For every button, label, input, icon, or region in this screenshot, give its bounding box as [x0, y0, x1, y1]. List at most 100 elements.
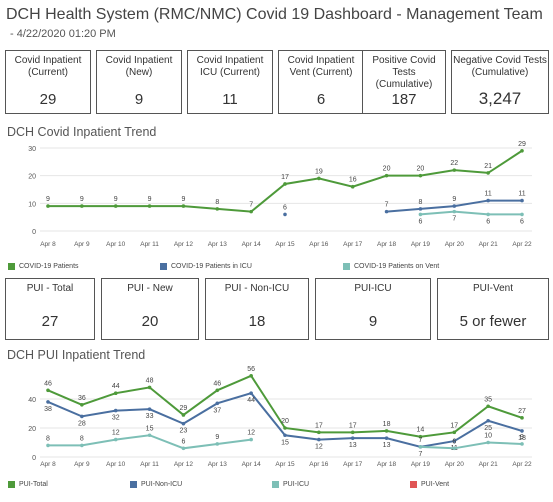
data-point [80, 443, 84, 448]
data-point [113, 204, 118, 208]
kpi-card-positive-tests[interactable]: Positive Covid Tests (Cumulative) 187 [362, 50, 446, 114]
legend-label: PUI-Vent [421, 481, 450, 488]
x-tick-label: Apr 10 [106, 461, 126, 468]
data-label: 27 [518, 408, 526, 415]
x-tick-label: Apr 14 [242, 241, 262, 248]
data-label: 44 [112, 383, 120, 390]
data-label: 6 [520, 218, 524, 225]
data-point [147, 204, 152, 208]
legend-label: PUI-Total [19, 481, 48, 488]
kpi-card-inpatient-icu[interactable]: Covid Inpatient ICU (Current) 11 [187, 50, 273, 114]
data-label: 11 [485, 191, 492, 198]
data-label: 12 [112, 430, 120, 437]
y-tick-label: 10 [28, 201, 36, 208]
data-point [486, 212, 490, 217]
kpi-label: Covid Inpatient (New) [105, 55, 173, 78]
data-point [147, 407, 152, 411]
data-point [452, 439, 457, 443]
kpi-label: Covid Inpatient ICU (Current) [196, 55, 264, 78]
data-point [486, 440, 490, 445]
legend-swatch [8, 481, 15, 488]
data-point [181, 413, 186, 417]
x-tick-label: Apr 17 [343, 241, 363, 248]
data-point [452, 446, 457, 451]
data-point [80, 204, 84, 208]
kpi-label: PUI - Non-ICU [224, 283, 290, 294]
data-point [418, 434, 423, 439]
data-point [113, 391, 118, 395]
covid-trend-title: DCH Covid Inpatient Trend [7, 125, 157, 139]
data-label: 14 [417, 427, 425, 434]
data-point [113, 437, 118, 442]
x-tick-label: Apr 18 [377, 461, 397, 468]
kpi-value: 9 [134, 91, 144, 108]
data-point [384, 173, 389, 178]
data-label: 20 [417, 166, 425, 173]
data-label: 7 [452, 216, 456, 223]
data-label: 8 [215, 199, 219, 206]
kpi-card-pui-non-icu[interactable]: PUI - Non-ICU 18 [205, 278, 309, 340]
kpi-card-inpatient-new[interactable]: Covid Inpatient (New) 9 [96, 50, 182, 114]
y-tick-label: 0 [32, 229, 36, 236]
data-label: 6 [418, 218, 422, 225]
data-point [249, 209, 253, 214]
data-label: 15 [146, 425, 154, 432]
kpi-label: Covid Inpatient Vent (Current) [287, 55, 355, 78]
x-tick-label: Apr 22 [512, 241, 532, 248]
kpi-card-pui-icu[interactable]: PUI-ICU 9 [315, 278, 431, 340]
kpi-value: 20 [141, 313, 159, 330]
legend-pui-icu: PUI-ICU [272, 481, 309, 488]
kpi-card-negative-tests[interactable]: Negative Covid Tests (Cumulative) 3,247 [451, 50, 549, 114]
dashboard-title: DCH Health System (RMC/NMC) Covid 19 Das… [6, 6, 543, 23]
kpi-label: PUI - Total [26, 283, 74, 294]
data-point [486, 418, 490, 423]
kpi-label: PUI - New [127, 283, 173, 294]
kpi-card-inpatient-current[interactable]: Covid Inpatient (Current) 29 [5, 50, 91, 114]
data-point [520, 198, 524, 203]
data-label: 46 [213, 380, 221, 387]
data-label: 16 [349, 177, 357, 184]
data-point [283, 182, 287, 186]
data-label: 28 [78, 420, 86, 427]
legend-swatch [130, 481, 137, 488]
x-tick-label: Apr 10 [106, 241, 126, 248]
data-label: 8 [80, 435, 84, 442]
data-point [418, 173, 423, 178]
data-point [520, 416, 524, 420]
data-label: 44 [247, 397, 255, 404]
legend-covid-patients: COVID-19 Patients [8, 263, 79, 270]
data-label: 56 [247, 366, 255, 373]
data-label: 7 [418, 437, 422, 444]
data-label: 7 [249, 202, 253, 209]
data-label: 29 [180, 405, 188, 412]
legend-label: PUI-ICU [283, 481, 310, 488]
pui-inpatient-trend-chart: 0 20 40 Apr 8 Apr 9 Apr 10 Apr 11 Apr 12 Apr 13 A… [28, 366, 532, 468]
data-label: 6 [181, 438, 185, 445]
legend-covid-vent: COVID-19 Patients on Vent [343, 263, 439, 270]
kpi-card-inpatient-vent[interactable]: Covid Inpatient Vent (Current) 6 [278, 50, 364, 114]
data-label: 20 [281, 418, 289, 425]
data-label: 19 [315, 168, 323, 175]
data-label: 9 [452, 196, 456, 203]
data-label: 17 [450, 422, 458, 429]
kpi-value: 27 [41, 313, 59, 330]
data-point [46, 400, 50, 404]
data-point [249, 391, 253, 395]
kpi-value: 29 [39, 91, 57, 108]
kpi-value: 9 [368, 313, 378, 330]
y-tick-label: 40 [28, 397, 36, 404]
y-tick-label: 20 [28, 174, 36, 181]
data-point [283, 212, 287, 217]
data-point [452, 430, 457, 435]
x-tick-label: Apr 22 [512, 461, 532, 468]
kpi-card-pui-vent[interactable]: PUI-Vent 5 or fewer [437, 278, 549, 340]
x-tick-label: Apr 19 [411, 461, 431, 468]
data-point [384, 209, 389, 214]
legend-label: COVID-19 Patients [19, 263, 79, 270]
kpi-card-pui-new[interactable]: PUI - New 20 [101, 278, 199, 340]
kpi-card-pui-total[interactable]: PUI - Total 27 [5, 278, 95, 340]
data-label: 46 [44, 380, 52, 387]
data-point [181, 446, 186, 451]
data-label: 13 [383, 442, 391, 449]
data-point [520, 212, 524, 217]
